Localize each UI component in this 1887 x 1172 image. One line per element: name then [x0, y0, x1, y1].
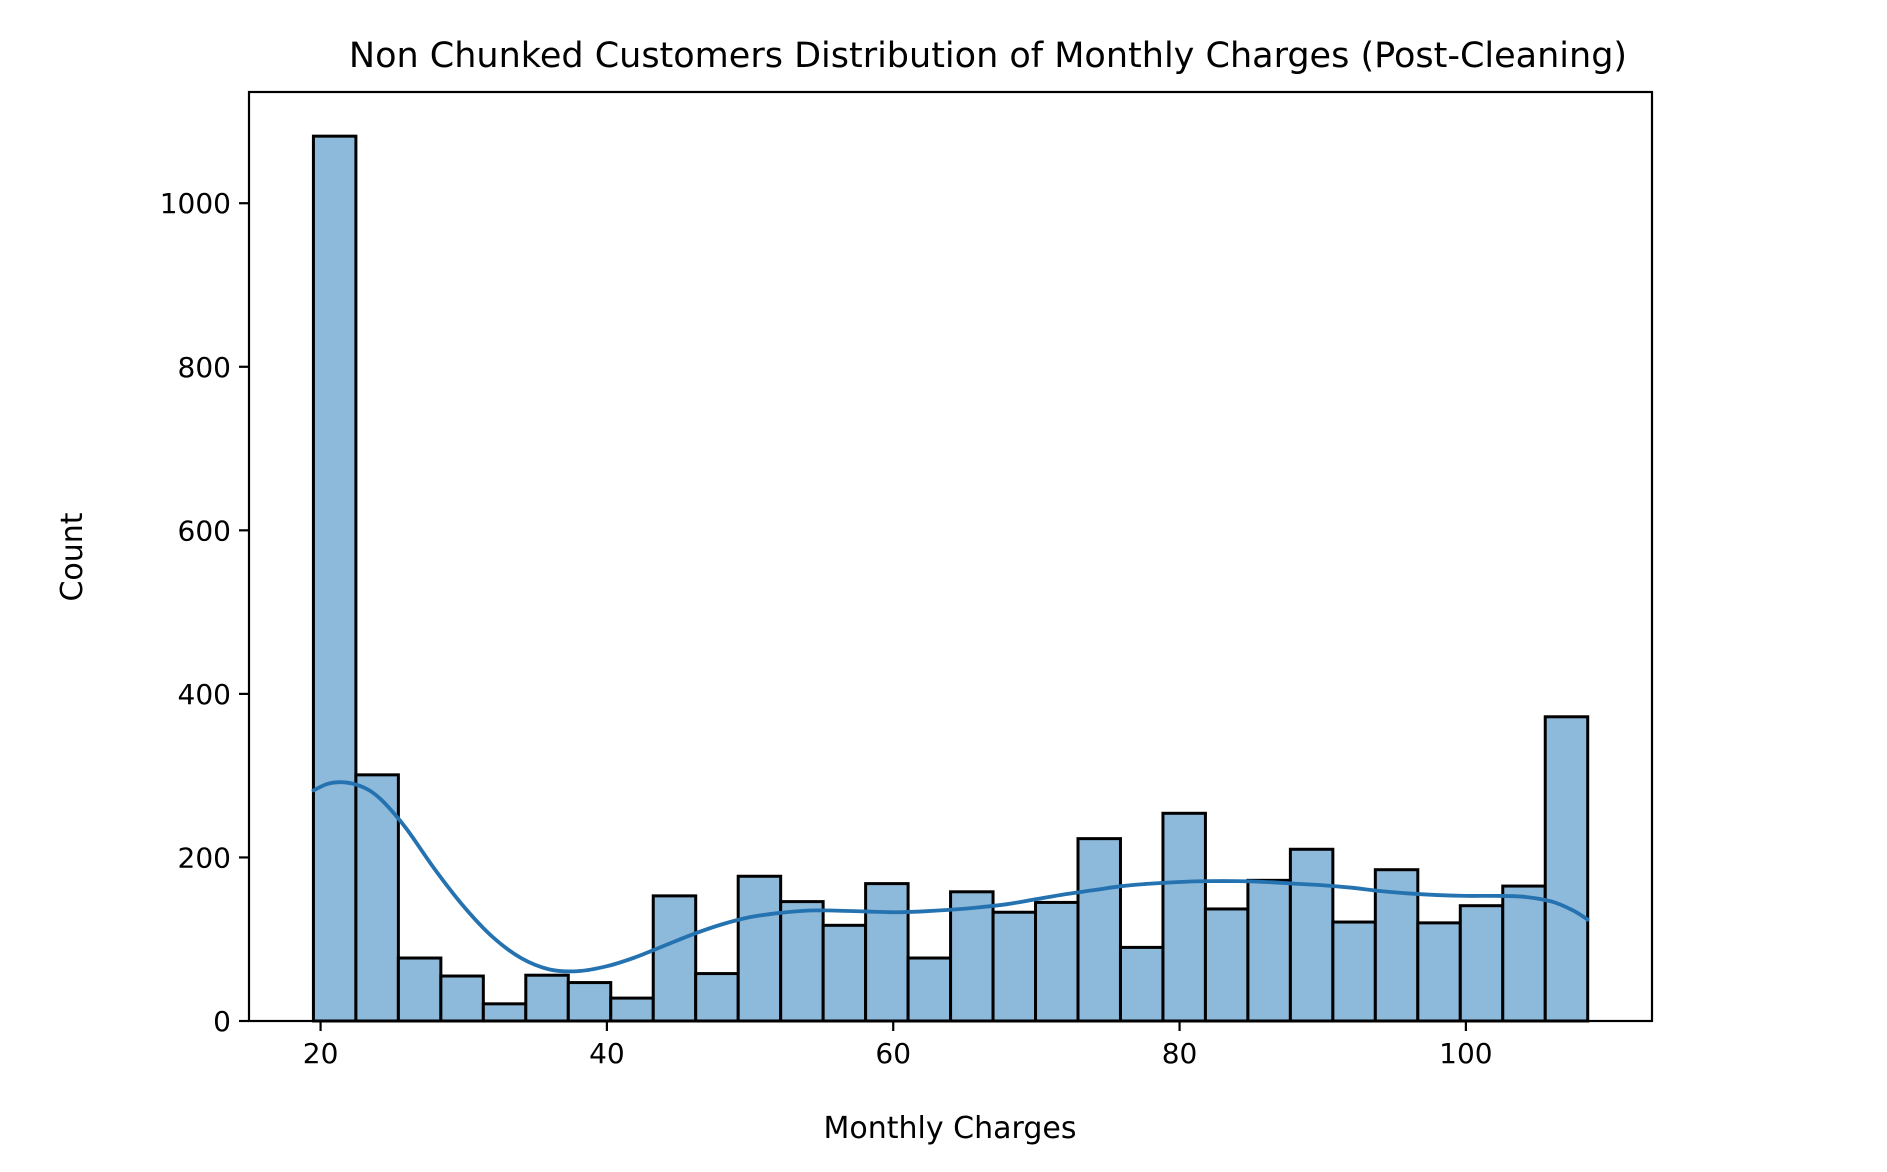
- histogram-bar: [1458, 904, 1505, 1023]
- histogram-bar: [864, 882, 910, 1023]
- histogram-bars: [311, 134, 1590, 1023]
- x-axis-ticks: 20 40 60 80 100: [303, 1021, 1493, 1070]
- y-tick-label: 400: [178, 678, 231, 711]
- histogram-bar: [991, 910, 1038, 1023]
- histogram-bar: [566, 981, 613, 1023]
- chart-title: Non Chunked Customers Distribution of Mo…: [349, 36, 1627, 76]
- y-tick-label: 0: [213, 1005, 231, 1038]
- histogram-bar: [439, 974, 485, 1023]
- histogram-bar: [1331, 920, 1377, 1023]
- y-tick-label: 800: [178, 351, 231, 384]
- histogram-bar: [651, 894, 698, 1023]
- histogram-bar: [906, 956, 953, 1023]
- histogram-bar: [1076, 837, 1122, 1023]
- kde-curve: [311, 780, 1590, 974]
- histogram-bar: [1543, 715, 1590, 1023]
- histogram-bar: [311, 134, 358, 1023]
- histogram-bar: [396, 956, 443, 1023]
- y-tick-label: 600: [178, 514, 231, 547]
- histogram-bar: [694, 972, 740, 1023]
- histogram-bar: [1288, 847, 1335, 1023]
- y-tick-label: 1000: [160, 187, 231, 220]
- y-axis-label: Count: [55, 512, 90, 601]
- histogram-bar: [821, 923, 868, 1023]
- histogram-bar: [481, 1002, 528, 1023]
- histogram-bar: [1161, 811, 1207, 1023]
- x-tick-label: 20: [303, 1037, 339, 1070]
- histogram-bar: [524, 973, 570, 1023]
- y-tick-label: 200: [178, 841, 231, 874]
- histogram-bar: [1203, 907, 1250, 1023]
- x-tick-label: 60: [875, 1037, 911, 1070]
- histogram-bar: [1501, 884, 1547, 1023]
- x-axis-label: Monthly Charges: [824, 1111, 1077, 1146]
- histogram-bar: [609, 996, 655, 1023]
- histogram-bar: [1416, 921, 1462, 1023]
- x-tick-label: 100: [1439, 1037, 1492, 1070]
- histogram-bar: [1034, 900, 1080, 1023]
- x-tick-label: 40: [589, 1037, 625, 1070]
- histogram-bar: [1118, 945, 1165, 1023]
- plot-frame: [247, 90, 1654, 1023]
- histogram-bar: [1246, 878, 1292, 1023]
- y-axis-ticks: 0 200 400 600 800 1000: [160, 187, 249, 1038]
- x-tick-label: 80: [1162, 1037, 1198, 1070]
- histogram-bar: [779, 900, 825, 1023]
- histogram-bar: [736, 874, 783, 1023]
